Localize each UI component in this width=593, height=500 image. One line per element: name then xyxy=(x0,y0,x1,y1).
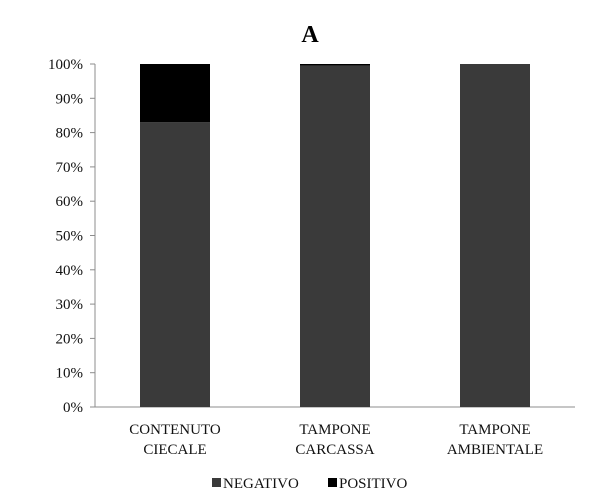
y-tick-label: 90% xyxy=(56,91,84,107)
y-axis: 0% 10% 20% 30% 40% 50% 60% 70% 80% 90% 100% xyxy=(48,57,96,416)
y-tick-label: 30% xyxy=(56,297,84,313)
bars-group xyxy=(140,64,530,407)
bar-negativo-2 xyxy=(460,64,530,407)
x-tick-label: TAMPONE xyxy=(299,422,370,438)
x-tick-label: CIECALE xyxy=(143,442,206,458)
y-tick-label: 100% xyxy=(48,57,83,73)
bar-positivo-0 xyxy=(140,64,210,123)
legend-label-positivo: POSITIVO xyxy=(339,476,408,492)
x-tick-label: CARCASSA xyxy=(295,442,374,458)
chart-title: A xyxy=(301,22,319,48)
y-tick-label: 70% xyxy=(56,160,84,176)
bar-negativo-0 xyxy=(140,122,210,407)
y-tick-label: 40% xyxy=(56,263,84,279)
y-tick-label: 20% xyxy=(56,331,84,347)
legend-swatch-positivo xyxy=(328,478,337,487)
y-tick-label: 0% xyxy=(63,400,83,416)
x-tick-label: TAMPONE xyxy=(459,422,530,438)
bar-negativo-1 xyxy=(300,65,370,407)
x-tick-label: AMBIENTALE xyxy=(447,442,543,458)
y-tick-label: 10% xyxy=(56,366,84,382)
legend-swatch-negativo xyxy=(212,478,221,487)
y-tick-label: 60% xyxy=(56,194,84,210)
x-tick-label: CONTENUTO xyxy=(129,422,221,438)
x-axis: CONTENUTO CIECALE TAMPONE CARCASSA TAMPONE AM… xyxy=(95,406,575,458)
y-tick-label: 80% xyxy=(56,126,84,142)
bar-positivo-1 xyxy=(300,64,370,66)
legend-label-negativo: NEGATIVO xyxy=(223,476,299,492)
legend: NEGATIVO POSITIVO xyxy=(212,476,408,492)
y-tick-label: 50% xyxy=(56,229,84,245)
